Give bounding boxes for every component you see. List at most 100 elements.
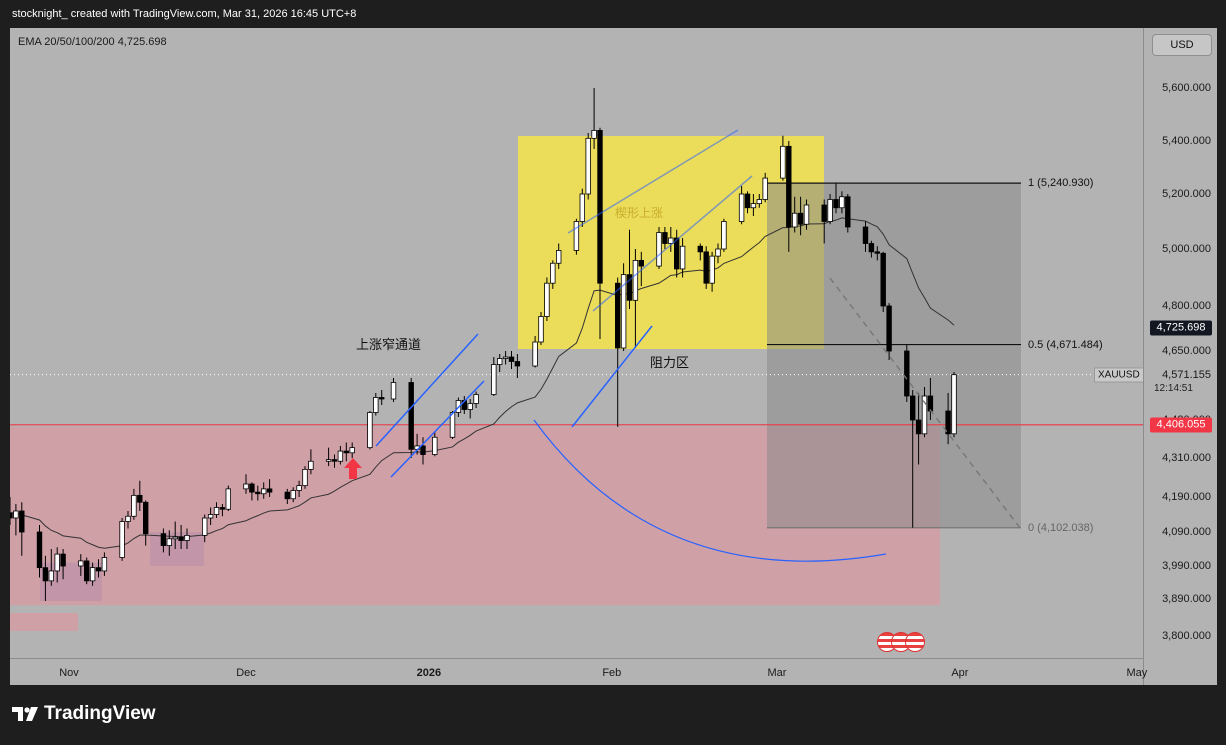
candle[interactable] (160, 533, 167, 547)
candle[interactable] (662, 232, 668, 244)
candle[interactable] (89, 567, 96, 582)
candle[interactable] (845, 196, 851, 228)
candle[interactable] (538, 316, 544, 343)
candle[interactable] (178, 536, 184, 541)
candle[interactable] (10, 512, 13, 519)
candle[interactable] (620, 274, 627, 349)
candle[interactable] (679, 245, 686, 270)
candle[interactable] (786, 145, 792, 228)
candle[interactable] (48, 570, 54, 582)
candle[interactable] (668, 237, 674, 244)
resistance-annotation[interactable]: 阻力区 (650, 355, 690, 370)
candle[interactable] (626, 274, 633, 301)
candle[interactable] (951, 374, 957, 435)
candle[interactable] (585, 137, 591, 195)
candle[interactable] (839, 196, 845, 209)
candle[interactable] (491, 364, 497, 395)
candle[interactable] (19, 510, 25, 533)
channel-upper-line[interactable] (375, 333, 479, 447)
candle[interactable] (638, 259, 644, 267)
candle[interactable] (762, 177, 768, 200)
candle[interactable] (184, 534, 190, 541)
candle[interactable] (249, 483, 255, 493)
currency-button[interactable]: USD (1152, 34, 1212, 56)
candle[interactable] (780, 145, 786, 179)
tradingview-logo[interactable]: TradingView (12, 703, 156, 725)
candle[interactable] (579, 193, 585, 222)
arc-curve[interactable] (533, 419, 887, 562)
candle[interactable] (308, 460, 314, 470)
candle[interactable] (302, 468, 308, 487)
fib-box[interactable] (767, 183, 1021, 528)
candle[interactable] (744, 193, 751, 209)
candle[interactable] (172, 536, 178, 540)
candle[interactable] (343, 450, 349, 454)
candle[interactable] (260, 488, 267, 495)
candle[interactable] (166, 538, 172, 546)
candle[interactable] (207, 514, 214, 519)
candle[interactable] (296, 485, 302, 491)
wedge-annotation[interactable]: 楔形上涨 (615, 206, 664, 220)
candle[interactable] (255, 491, 261, 495)
channel-lower-line[interactable] (390, 380, 485, 478)
candle[interactable] (833, 199, 839, 209)
candle[interactable] (573, 221, 580, 251)
candle[interactable] (915, 419, 922, 435)
candle[interactable] (827, 199, 833, 222)
candle[interactable] (119, 521, 125, 558)
candle[interactable] (373, 397, 379, 413)
breakdown-line[interactable] (571, 325, 653, 428)
candle[interactable] (556, 250, 562, 264)
candle[interactable] (13, 510, 19, 519)
candle[interactable] (331, 459, 338, 462)
candle[interactable] (432, 436, 438, 455)
candle[interactable] (821, 204, 827, 222)
candle[interactable] (54, 553, 60, 572)
candle[interactable] (703, 251, 709, 284)
candle[interactable] (36, 531, 43, 569)
candle[interactable] (337, 450, 344, 462)
candle[interactable] (131, 494, 137, 517)
candle[interactable] (803, 204, 810, 225)
projection-line[interactable] (829, 277, 1021, 529)
candle[interactable] (142, 501, 149, 535)
candle[interactable] (544, 282, 550, 317)
candle[interactable] (910, 395, 916, 421)
candle[interactable] (201, 517, 208, 536)
candle[interactable] (904, 350, 910, 397)
candle[interactable] (496, 358, 503, 365)
candle[interactable] (697, 245, 703, 253)
candle[interactable] (738, 193, 745, 222)
candle[interactable] (797, 212, 804, 225)
candle[interactable] (532, 341, 538, 367)
candle[interactable] (750, 203, 757, 209)
candle[interactable] (927, 395, 934, 412)
candle[interactable] (60, 553, 66, 567)
candle[interactable] (709, 255, 715, 284)
candle[interactable] (508, 356, 515, 362)
fib-label[interactable]: 1 (5,240.930) (1028, 177, 1094, 190)
candle[interactable] (550, 262, 556, 284)
candle[interactable] (390, 382, 397, 400)
candle[interactable] (756, 199, 762, 205)
us-flag-icon[interactable] (905, 632, 925, 652)
candle[interactable] (225, 488, 231, 510)
candle[interactable] (615, 282, 621, 349)
candle[interactable] (349, 447, 355, 454)
candle[interactable] (502, 356, 509, 359)
wedge-upper-line[interactable] (567, 129, 739, 234)
candle[interactable] (125, 515, 131, 522)
candle[interactable] (514, 361, 521, 367)
candle[interactable] (42, 567, 49, 582)
candle[interactable] (101, 557, 108, 572)
candle[interactable] (95, 567, 102, 572)
candle[interactable] (597, 130, 603, 284)
candle[interactable] (84, 560, 90, 582)
fib-label[interactable]: 0 (4,102.038) (1028, 521, 1094, 534)
candle[interactable] (290, 490, 296, 500)
event-flags[interactable] (877, 632, 925, 652)
candle[interactable] (243, 483, 249, 490)
candle[interactable] (78, 560, 84, 567)
candle[interactable] (467, 403, 473, 410)
candle[interactable] (656, 232, 662, 267)
